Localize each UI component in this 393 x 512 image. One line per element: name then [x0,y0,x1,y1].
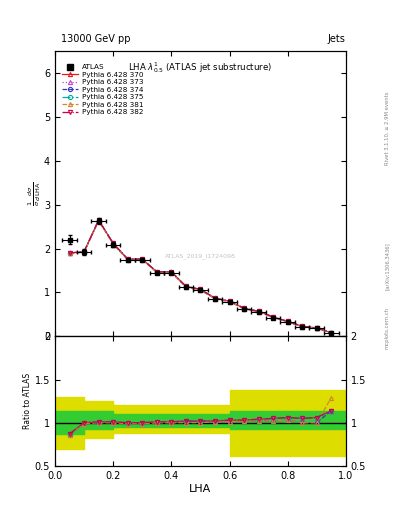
Text: Rivet 3.1.10, ≥ 2.9M events: Rivet 3.1.10, ≥ 2.9M events [385,91,389,165]
Text: LHA $\lambda^{1}_{0.5}$ (ATLAS jet substructure): LHA $\lambda^{1}_{0.5}$ (ATLAS jet subst… [128,60,273,75]
X-axis label: LHA: LHA [189,483,211,494]
Y-axis label: $\frac{1}{\sigma}\frac{d\sigma}{d\,\mathrm{LHA}}$: $\frac{1}{\sigma}\frac{d\sigma}{d\,\math… [26,181,42,206]
Text: mcplots.cern.ch: mcplots.cern.ch [385,307,389,349]
Text: 13000 GeV pp: 13000 GeV pp [61,33,130,44]
Text: [arXiv:1306.3436]: [arXiv:1306.3436] [385,242,389,290]
Text: Jets: Jets [327,33,345,44]
Legend: ATLAS, Pythia 6.428 370, Pythia 6.428 373, Pythia 6.428 374, Pythia 6.428 375, P: ATLAS, Pythia 6.428 370, Pythia 6.428 37… [62,63,144,116]
Y-axis label: Ratio to ATLAS: Ratio to ATLAS [23,373,32,429]
Text: ATLAS_2019_I1724098: ATLAS_2019_I1724098 [165,253,236,260]
